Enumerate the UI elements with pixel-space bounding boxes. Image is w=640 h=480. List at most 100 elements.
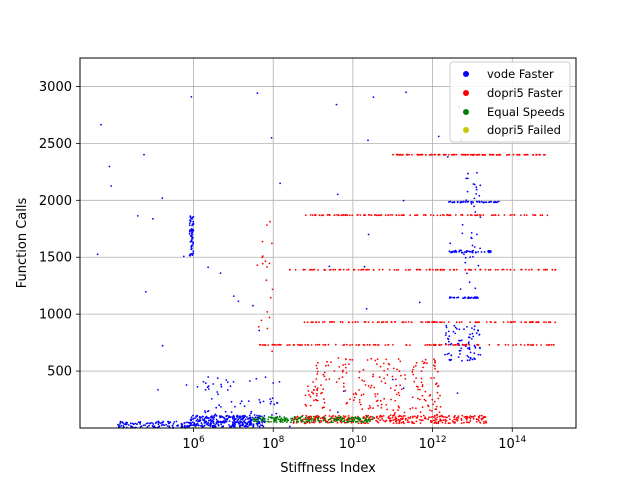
data-point <box>416 153 419 156</box>
legend-box <box>449 61 571 143</box>
data-point <box>420 377 423 380</box>
data-point <box>206 423 209 426</box>
data-point <box>469 351 472 354</box>
data-point <box>417 415 419 417</box>
data-point <box>409 214 411 217</box>
data-point <box>395 269 398 271</box>
data-point <box>308 393 310 396</box>
y-axis-label: Function Calls <box>15 198 30 289</box>
data-point <box>349 344 351 346</box>
data-point <box>448 296 451 299</box>
data-point <box>466 272 468 275</box>
data-point <box>434 421 437 424</box>
data-point <box>401 415 403 418</box>
data-point <box>296 418 299 421</box>
data-point <box>428 344 430 346</box>
data-point <box>324 344 326 346</box>
data-point <box>429 419 432 422</box>
data-point <box>447 340 450 343</box>
data-point <box>417 397 419 400</box>
data-point <box>401 154 403 156</box>
data-point <box>497 214 500 217</box>
data-point <box>397 391 400 394</box>
data-point <box>465 419 468 421</box>
data-point <box>458 321 461 324</box>
data-point <box>314 418 316 421</box>
data-point <box>368 344 371 346</box>
data-point <box>258 329 261 332</box>
data-point <box>192 229 195 232</box>
y-tick-label: 500 <box>47 365 72 380</box>
data-point <box>229 425 231 428</box>
data-point <box>512 344 515 346</box>
data-point <box>444 353 446 356</box>
data-point <box>344 363 347 366</box>
y-tick-label: 2500 <box>39 137 72 152</box>
data-point <box>532 214 534 216</box>
data-point <box>424 214 427 217</box>
data-point <box>346 269 348 271</box>
x-axis-ticks: 106 108 1010 1012 1014 <box>182 428 527 452</box>
data-point <box>339 416 342 419</box>
data-point <box>272 343 275 346</box>
data-point <box>294 268 297 271</box>
data-point <box>476 233 478 236</box>
data-point <box>372 375 374 378</box>
data-point <box>276 401 278 404</box>
data-point <box>254 418 257 421</box>
data-point <box>305 421 308 423</box>
data-point <box>223 417 226 420</box>
data-point <box>479 268 482 271</box>
data-point <box>314 417 317 419</box>
data-point <box>365 418 367 420</box>
data-point <box>311 268 314 271</box>
data-point <box>256 264 259 266</box>
data-point <box>424 358 427 361</box>
data-point <box>460 251 463 254</box>
data-point <box>313 268 316 271</box>
data-point <box>471 244 474 247</box>
data-point <box>543 321 545 324</box>
data-point <box>175 420 178 423</box>
data-point <box>402 420 405 423</box>
data-point <box>475 186 478 189</box>
data-point <box>123 423 126 425</box>
data-point <box>428 416 430 419</box>
data-point <box>234 425 236 428</box>
data-point <box>437 397 440 400</box>
data-point <box>191 236 194 239</box>
data-point <box>225 379 228 381</box>
data-point <box>228 424 230 426</box>
data-point <box>202 380 205 383</box>
data-point <box>514 321 516 323</box>
data-point <box>318 343 321 346</box>
data-point <box>256 418 259 420</box>
data-point <box>338 268 341 271</box>
data-point <box>286 421 288 423</box>
data-point <box>460 347 463 350</box>
data-point <box>226 381 229 383</box>
data-point <box>324 419 327 422</box>
data-point <box>358 401 361 404</box>
data-point <box>473 325 476 328</box>
data-point <box>523 214 526 216</box>
data-point <box>378 268 381 271</box>
data-point <box>548 321 551 324</box>
data-point <box>326 214 329 216</box>
data-point <box>243 420 245 423</box>
data-point <box>381 417 383 420</box>
data-point <box>268 316 271 319</box>
data-point <box>448 352 450 355</box>
data-point <box>242 417 245 420</box>
data-point <box>436 214 439 217</box>
data-point <box>373 386 376 389</box>
data-point <box>471 154 474 156</box>
legend-label-dopri5-failed: dopri5 Failed <box>487 123 561 137</box>
data-point <box>234 405 236 408</box>
data-point <box>425 269 428 271</box>
data-point <box>314 385 317 388</box>
data-point <box>457 356 460 358</box>
data-point <box>475 193 478 195</box>
data-point <box>434 367 436 370</box>
